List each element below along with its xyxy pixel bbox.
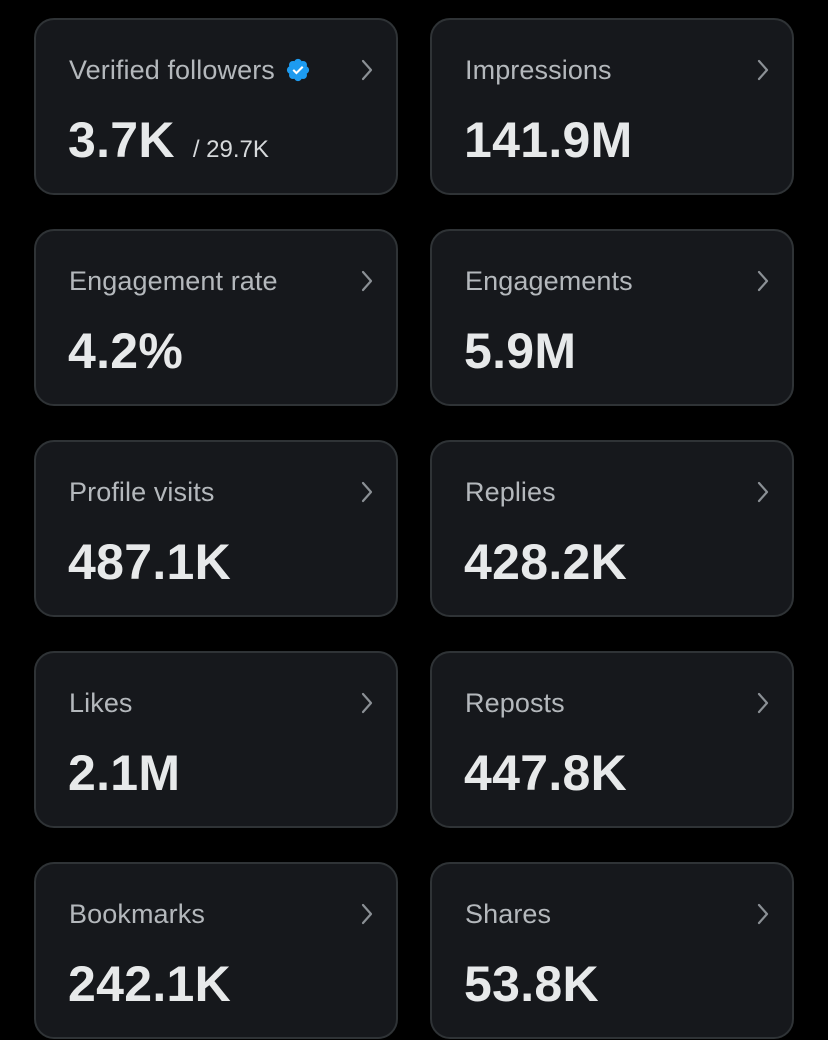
chevron-right-icon[interactable] xyxy=(360,58,374,82)
metric-label: Replies xyxy=(465,477,556,507)
metric-label-row: Bookmarks xyxy=(69,898,205,930)
metric-label-row: Impressions xyxy=(465,54,612,86)
metric-label: Bookmarks xyxy=(69,899,205,929)
metric-label-row: Engagement rate xyxy=(69,265,278,297)
metric-value: 2.1M xyxy=(68,745,181,801)
metric-card-profile-visits[interactable]: Profile visits 487.1K xyxy=(34,440,398,617)
metric-label-row: Reposts xyxy=(465,687,565,719)
metric-value: 3.7K xyxy=(68,112,175,168)
metric-value: 5.9M xyxy=(464,323,577,379)
metric-card-impressions[interactable]: Impressions 141.9M xyxy=(430,18,794,195)
chevron-right-icon[interactable] xyxy=(360,691,374,715)
metrics-grid: Verified followers 3.7K / 29.7K Impressi… xyxy=(34,18,794,1039)
metric-card-bookmarks[interactable]: Bookmarks 242.1K xyxy=(34,862,398,1039)
metric-card-reposts[interactable]: Reposts 447.8K xyxy=(430,651,794,828)
metric-card-replies[interactable]: Replies 428.2K xyxy=(430,440,794,617)
metric-value-row: 447.8K xyxy=(464,745,627,801)
chevron-right-icon[interactable] xyxy=(756,480,770,504)
metric-value: 53.8K xyxy=(464,956,599,1012)
metric-label: Verified followers xyxy=(69,55,275,85)
metric-value-row: 3.7K / 29.7K xyxy=(68,112,269,168)
chevron-right-icon[interactable] xyxy=(756,269,770,293)
metric-label: Reposts xyxy=(465,688,565,718)
verified-badge-icon xyxy=(286,58,310,82)
metric-label: Shares xyxy=(465,899,552,929)
metric-total: / 29.7K xyxy=(192,136,269,163)
metric-label: Profile visits xyxy=(69,477,215,507)
metric-value: 4.2% xyxy=(68,323,184,379)
metric-value-row: 53.8K xyxy=(464,956,599,1012)
metric-value: 141.9M xyxy=(464,112,633,168)
chevron-right-icon[interactable] xyxy=(756,58,770,82)
chevron-right-icon[interactable] xyxy=(360,269,374,293)
metric-label-row: Profile visits xyxy=(69,476,214,508)
metric-value: 487.1K xyxy=(68,534,232,590)
metric-value: 428.2K xyxy=(464,534,628,590)
metric-label-row: Replies xyxy=(465,476,556,508)
metric-value: 242.1K xyxy=(68,956,232,1012)
metric-label: Likes xyxy=(69,688,133,718)
metric-label-row: Shares xyxy=(465,898,551,930)
metric-label-row: Likes xyxy=(69,687,133,719)
chevron-right-icon[interactable] xyxy=(756,691,770,715)
metric-card-likes[interactable]: Likes 2.1M xyxy=(34,651,398,828)
metric-card-verified-followers[interactable]: Verified followers 3.7K / 29.7K xyxy=(34,18,398,195)
metric-label: Engagements xyxy=(465,266,633,296)
metric-value: 447.8K xyxy=(464,745,628,801)
metric-card-engagement-rate[interactable]: Engagement rate 4.2% xyxy=(34,229,398,406)
chevron-right-icon[interactable] xyxy=(360,902,374,926)
metric-value-row: 242.1K xyxy=(68,956,231,1012)
chevron-right-icon[interactable] xyxy=(360,480,374,504)
metric-value-row: 487.1K xyxy=(68,534,231,590)
metric-label: Impressions xyxy=(465,55,612,85)
metric-value-row: 5.9M xyxy=(464,323,576,379)
metric-card-engagements[interactable]: Engagements 5.9M xyxy=(430,229,794,406)
metric-label-row: Engagements xyxy=(465,265,633,297)
metric-label-row: Verified followers xyxy=(69,54,311,86)
metric-label: Engagement rate xyxy=(69,266,278,296)
metric-value-row: 2.1M xyxy=(68,745,180,801)
metric-value-row: 141.9M xyxy=(464,112,633,168)
metric-value-row: 428.2K xyxy=(464,534,627,590)
metric-card-shares[interactable]: Shares 53.8K xyxy=(430,862,794,1039)
metric-value-row: 4.2% xyxy=(68,323,183,379)
chevron-right-icon[interactable] xyxy=(756,902,770,926)
